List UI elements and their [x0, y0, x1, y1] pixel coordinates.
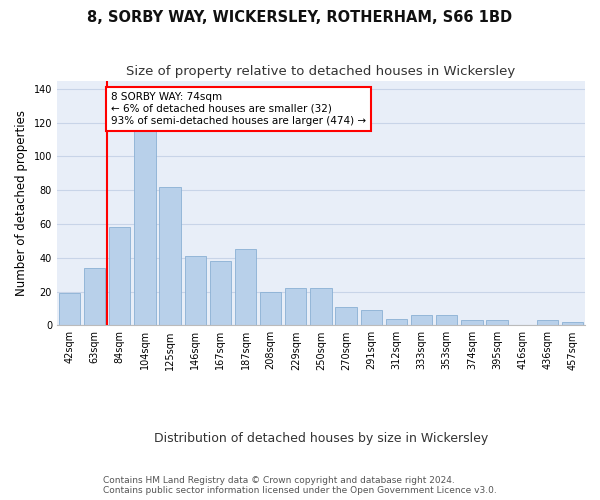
- Bar: [486, 320, 508, 326]
- Bar: [361, 310, 382, 326]
- Bar: [335, 306, 357, 326]
- Bar: [160, 187, 181, 326]
- Text: 8 SORBY WAY: 74sqm
← 6% of detached houses are smaller (32)
93% of semi-detached: 8 SORBY WAY: 74sqm ← 6% of detached hous…: [111, 92, 366, 126]
- Bar: [260, 292, 281, 326]
- Text: Contains HM Land Registry data © Crown copyright and database right 2024.
Contai: Contains HM Land Registry data © Crown c…: [103, 476, 497, 495]
- Bar: [436, 315, 457, 326]
- Bar: [84, 268, 106, 326]
- Text: 8, SORBY WAY, WICKERSLEY, ROTHERHAM, S66 1BD: 8, SORBY WAY, WICKERSLEY, ROTHERHAM, S66…: [88, 10, 512, 25]
- Bar: [209, 261, 231, 326]
- Y-axis label: Number of detached properties: Number of detached properties: [15, 110, 28, 296]
- Bar: [562, 322, 583, 326]
- Bar: [411, 315, 432, 326]
- Bar: [461, 320, 482, 326]
- Bar: [536, 320, 558, 326]
- Bar: [386, 318, 407, 326]
- Bar: [134, 126, 155, 326]
- Bar: [185, 256, 206, 326]
- Bar: [59, 293, 80, 326]
- Bar: [235, 250, 256, 326]
- X-axis label: Distribution of detached houses by size in Wickersley: Distribution of detached houses by size …: [154, 432, 488, 445]
- Bar: [285, 288, 307, 326]
- Title: Size of property relative to detached houses in Wickersley: Size of property relative to detached ho…: [127, 65, 515, 78]
- Bar: [109, 228, 130, 326]
- Bar: [310, 288, 332, 326]
